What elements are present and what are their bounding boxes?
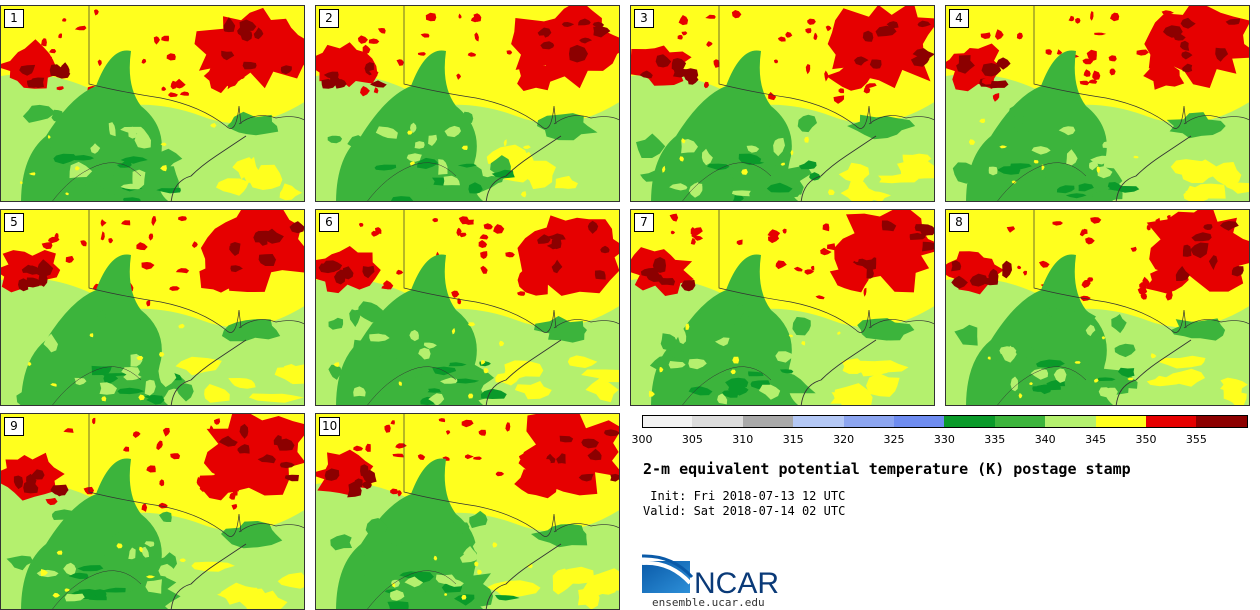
stamp-number: 6: [319, 213, 339, 232]
postage-stamp-8: 8: [945, 209, 1250, 406]
colorbar-segment: [894, 415, 946, 428]
stamp-number: 4: [949, 9, 969, 28]
map-field: [631, 210, 934, 405]
colorbar-tick-label: 345: [1085, 433, 1107, 446]
stamp-number: 1: [4, 9, 24, 28]
colorbar-tick-label: 310: [732, 433, 754, 446]
map-field: [316, 210, 619, 405]
colorbar-segment: [1146, 415, 1198, 428]
stamp-number: 3: [634, 9, 654, 28]
colorbar-tick-label: 320: [833, 433, 855, 446]
colorbar-tick-label: 315: [782, 433, 804, 446]
stamp-number: 2: [319, 9, 339, 28]
colorbar-tick-label: 300: [631, 433, 653, 446]
map-field: [946, 6, 1249, 201]
postage-stamp-10: 10: [315, 413, 620, 610]
stamp-number: 8: [949, 213, 969, 232]
logo-text: NCAR: [694, 567, 779, 597]
colorbar-tick-label: 335: [984, 433, 1006, 446]
map-field: [1, 414, 304, 609]
ncar-logo: NCAR: [641, 553, 802, 600]
colorbar-segment: [1196, 415, 1248, 428]
postage-stamp-2: 2: [315, 5, 620, 202]
colorbar-tick-label: 330: [933, 433, 955, 446]
colorbar-tick-label: 325: [883, 433, 905, 446]
map-field: [1, 6, 304, 201]
postage-stamp-7: 7: [630, 209, 935, 406]
postage-stamp-3: 3: [630, 5, 935, 202]
colorbar-tick-label: 355: [1185, 433, 1207, 446]
colorbar-segment: [994, 415, 1047, 428]
map-field: [316, 6, 619, 201]
colorbar-tick-label: 340: [1034, 433, 1056, 446]
postage-stamp-5: 5: [0, 209, 305, 406]
colorbar-segment: [742, 415, 795, 428]
colorbar-segment: [1095, 415, 1147, 428]
map-field: [1, 210, 304, 405]
colorbar-segment: [1045, 415, 1097, 428]
colorbar-segment: [692, 415, 744, 428]
colorbar-segment: [843, 415, 895, 428]
stamp-number: 7: [634, 213, 654, 232]
colorbar-tick-label: 350: [1135, 433, 1157, 446]
colorbar-segment: [944, 415, 996, 428]
valid-time: Valid: Sat 2018-07-14 02 UTC: [643, 504, 846, 518]
stamp-number: 9: [4, 417, 24, 436]
logo-url: ensemble.ucar.edu: [652, 596, 765, 609]
colorbar-tick-label: 305: [681, 433, 703, 446]
postage-stamp-9: 9: [0, 413, 305, 610]
colorbar-segment: [642, 415, 694, 428]
postage-stamp-6: 6: [315, 209, 620, 406]
init-time: Init: Fri 2018-07-13 12 UTC: [643, 489, 846, 503]
map-field: [631, 6, 934, 201]
colorbar-segment: [793, 415, 845, 428]
plot-title: 2-m equivalent potential temperature (K)…: [643, 460, 1131, 478]
postage-stamp-4: 4: [945, 5, 1250, 202]
stamp-number: 5: [4, 213, 24, 232]
stamp-number: 10: [319, 417, 341, 436]
map-field: [946, 210, 1249, 405]
postage-stamp-1: 1: [0, 5, 305, 202]
map-field: [316, 414, 619, 609]
